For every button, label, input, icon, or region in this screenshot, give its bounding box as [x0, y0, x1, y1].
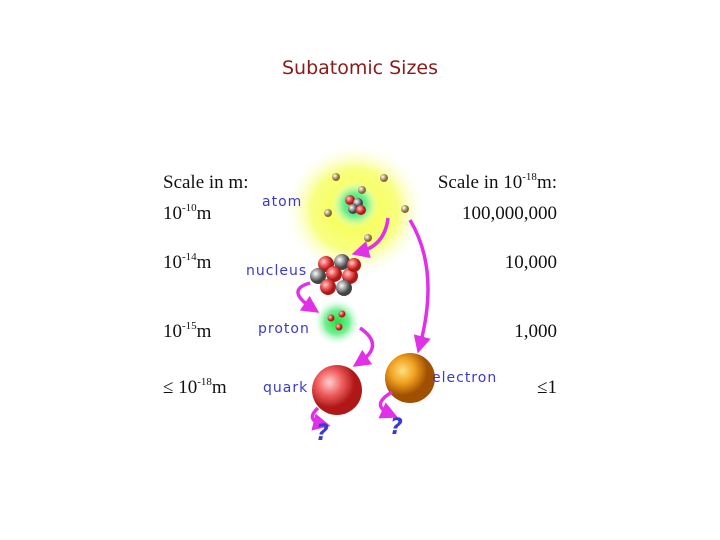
title: Subatomic Sizes — [282, 57, 438, 79]
arrows — [296, 217, 431, 431]
scaled-size: ≤1 — [537, 377, 557, 398]
proton-graphic — [313, 298, 361, 346]
atom-graphic — [283, 142, 427, 278]
header-unit: m: — [537, 172, 557, 193]
size-base: 10 — [163, 203, 182, 224]
size-exponent: -10 — [182, 202, 197, 214]
size-unit: m — [197, 252, 212, 273]
size: ≤ 10-18m — [163, 376, 227, 398]
scaled-size: 100,000,000 — [462, 203, 557, 224]
size-exponent: -14 — [182, 251, 197, 263]
size: 10-14m — [163, 251, 212, 273]
particle-label: atom — [262, 194, 302, 210]
particle-label: quark — [263, 380, 308, 396]
size-exponent: -15 — [182, 320, 197, 332]
unknown: ? — [316, 421, 329, 446]
electron-sphere — [385, 353, 435, 403]
size-base: 10 — [163, 252, 182, 273]
size: 10-15m — [163, 320, 212, 342]
header-text: Scale in 10 — [438, 172, 522, 193]
particle-label: nucleus — [246, 263, 307, 279]
size-unit: m — [212, 377, 227, 398]
size-prefix: ≤ — [163, 377, 178, 398]
size-base: 10 — [178, 377, 197, 398]
size-base: 10 — [163, 321, 182, 342]
right-header: Scale in 10-18m: — [438, 171, 557, 193]
unknown: ? — [390, 415, 403, 440]
nucleus-graphic — [310, 254, 361, 296]
size-unit: m — [197, 321, 212, 342]
size: 10-10m — [163, 202, 212, 224]
quark-sphere — [312, 365, 362, 415]
size-exponent: -18 — [197, 376, 212, 388]
electron-label: electron — [432, 370, 497, 386]
size-unit: m — [197, 203, 212, 224]
scaled-size: 10,000 — [505, 252, 557, 273]
left-header: Scale in m: — [163, 172, 248, 193]
scaled-size: 1,000 — [514, 321, 557, 342]
particle-label: proton — [258, 321, 310, 337]
header-exponent: -18 — [522, 171, 537, 183]
